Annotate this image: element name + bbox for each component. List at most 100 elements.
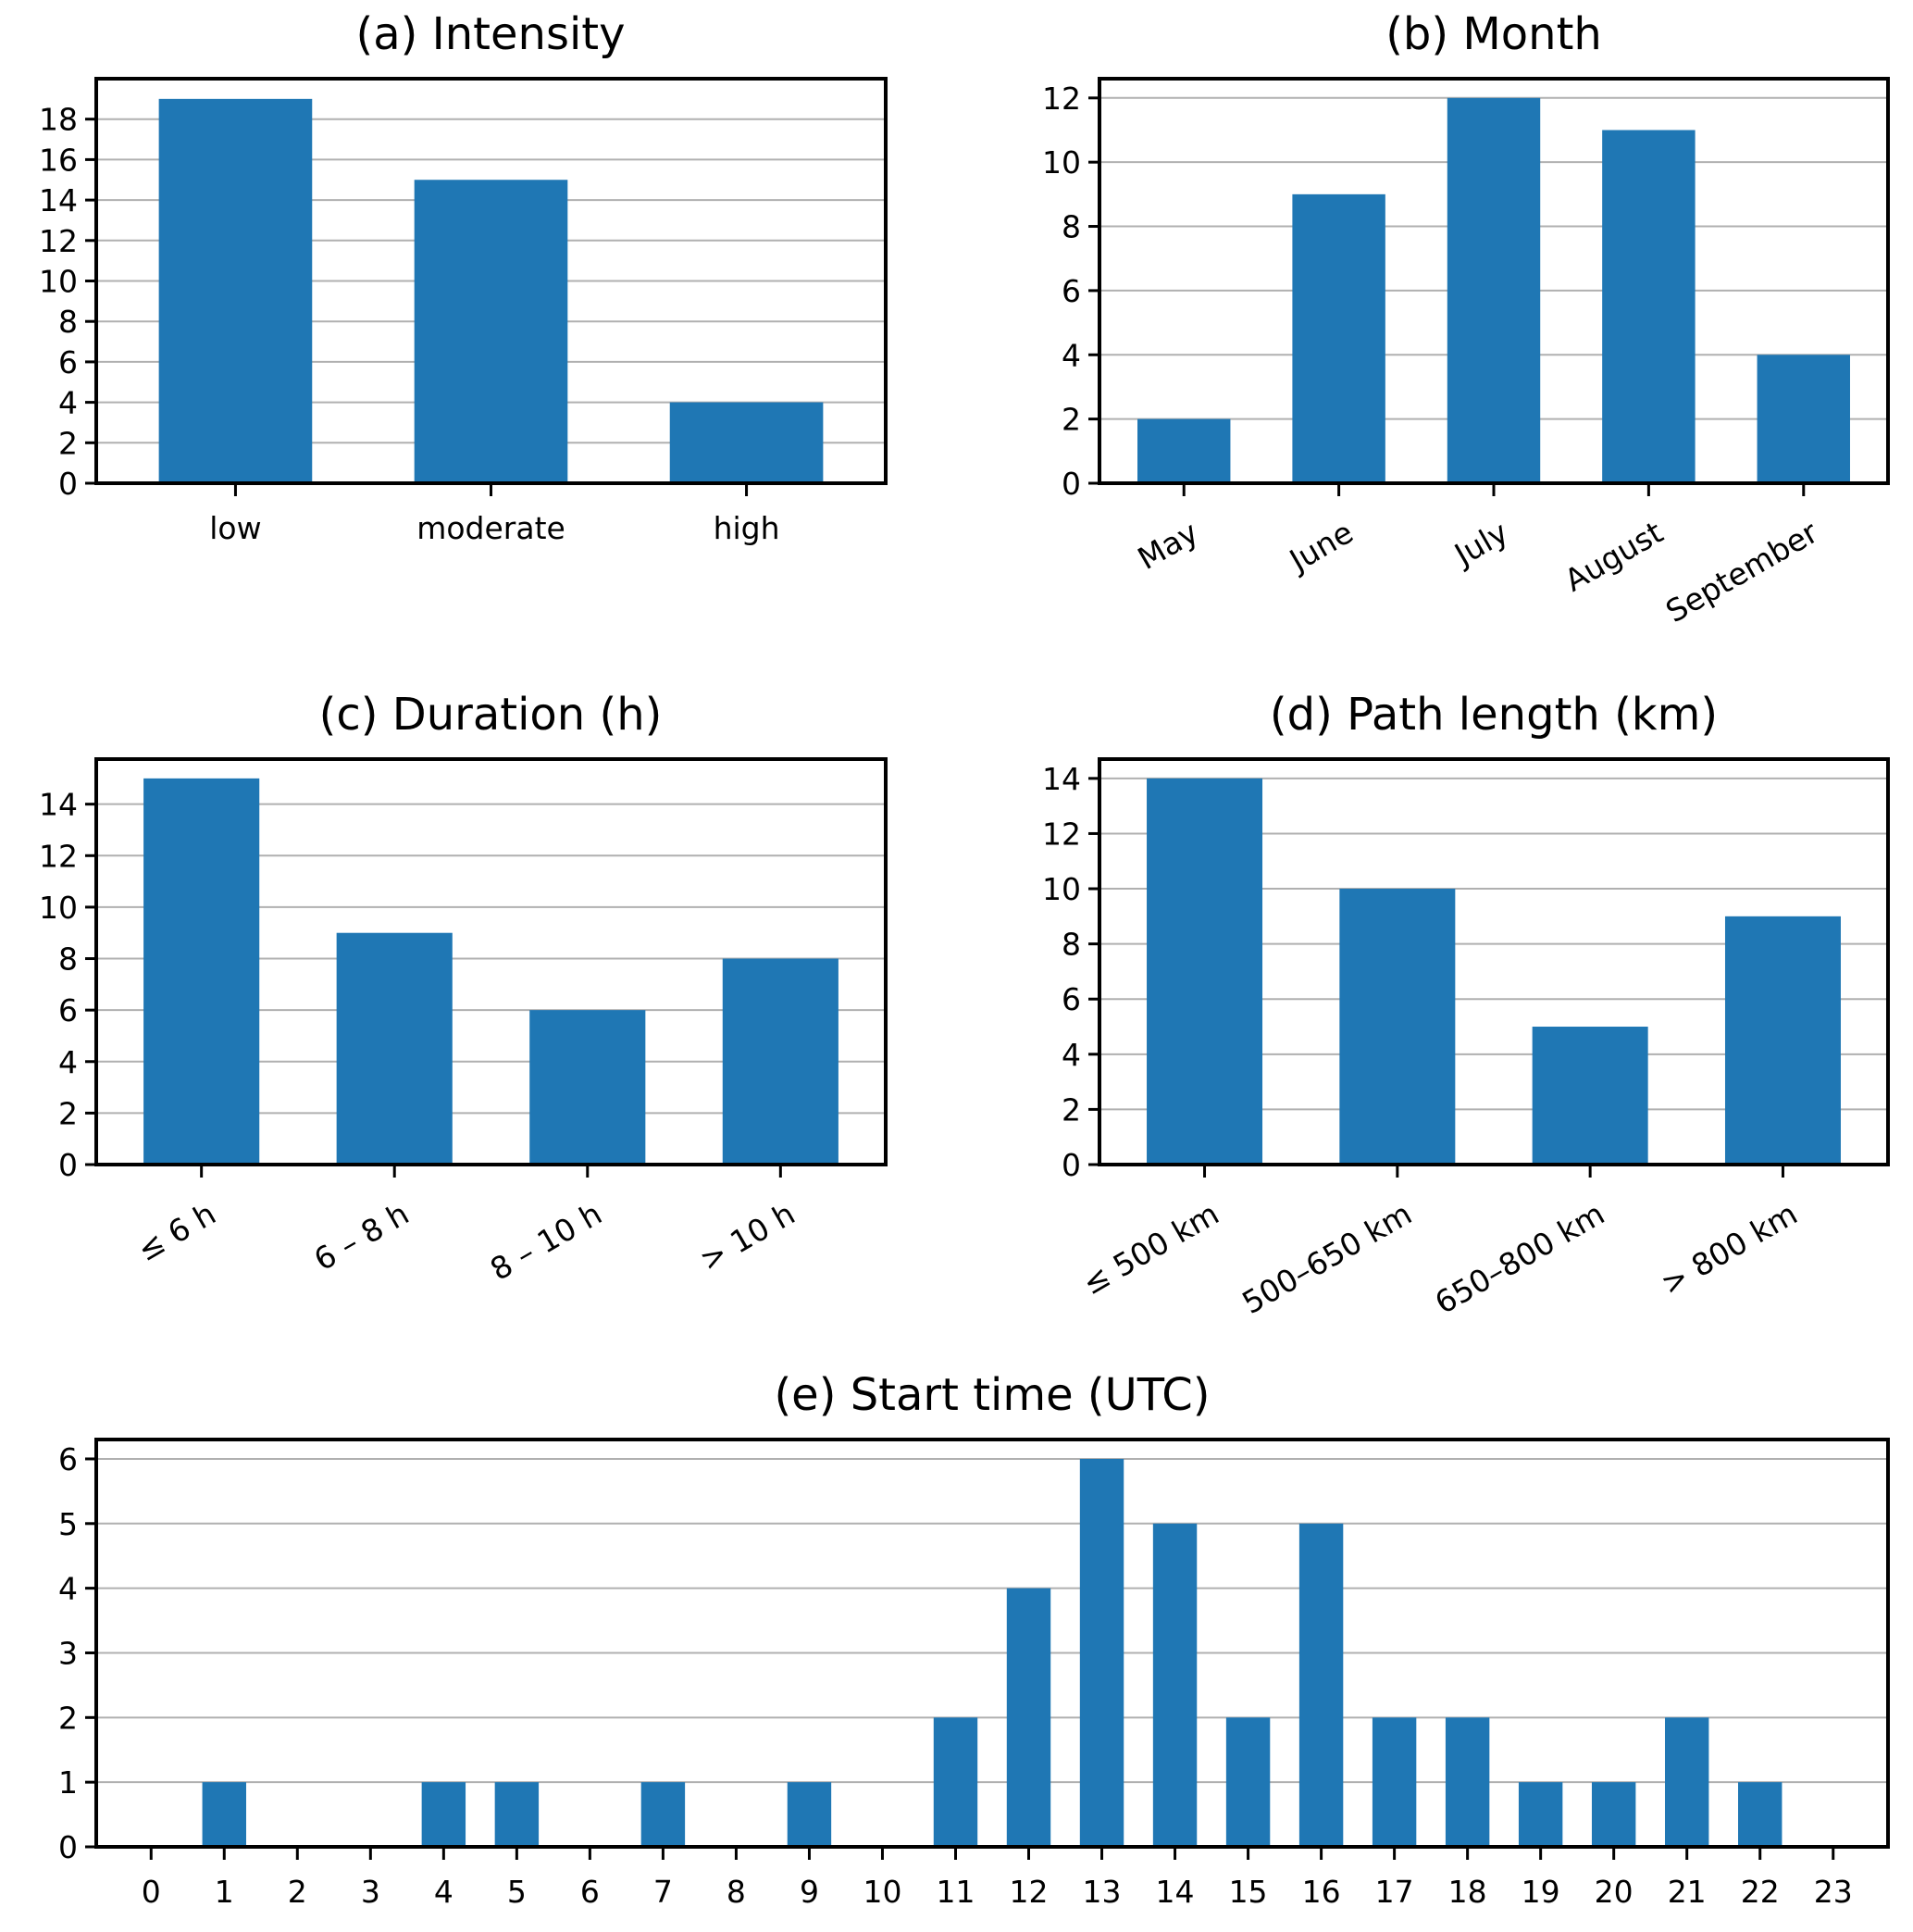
x-tick-label: 7 bbox=[653, 1874, 673, 1910]
y-tick-label: 6 bbox=[58, 344, 78, 380]
y-tick-label: 6 bbox=[58, 992, 78, 1028]
bar bbox=[1602, 130, 1696, 483]
y-tick-label: 0 bbox=[58, 466, 78, 502]
x-tick-label: 18 bbox=[1448, 1874, 1487, 1910]
x-tick-label: 13 bbox=[1083, 1874, 1122, 1910]
y-tick-label: 12 bbox=[39, 223, 78, 259]
x-tick-label: 9 bbox=[800, 1874, 819, 1910]
x-tick-label: 1 bbox=[215, 1874, 234, 1910]
x-tick-label: 6 – 8 h bbox=[308, 1195, 416, 1278]
y-tick-label: 16 bbox=[39, 142, 78, 178]
bar bbox=[1137, 418, 1231, 483]
y-tick-label: 8 bbox=[58, 941, 78, 978]
y-tick-label: 4 bbox=[1062, 1037, 1081, 1073]
bar bbox=[414, 180, 568, 483]
y-tick-label: 2 bbox=[1062, 1091, 1081, 1128]
bar bbox=[143, 778, 260, 1165]
axes-frame bbox=[94, 757, 888, 1166]
x-tick-label: 23 bbox=[1814, 1874, 1853, 1910]
x-tick-label: 11 bbox=[936, 1874, 975, 1910]
bar bbox=[1147, 778, 1263, 1165]
x-tick-label: 14 bbox=[1156, 1874, 1195, 1910]
x-tick-label: > 10 h bbox=[693, 1195, 801, 1278]
panel-month: (b) Month 0 2 4 6 8 10 12 May June July AugustSept… bbox=[1042, 8, 1890, 629]
x-tick-label: July bbox=[1447, 514, 1514, 573]
bar bbox=[421, 1782, 466, 1847]
x-tick-label: low bbox=[209, 510, 261, 546]
x-tick-label: 6 bbox=[580, 1874, 600, 1910]
bar bbox=[1225, 1717, 1271, 1847]
x-tick-label: 2 bbox=[288, 1874, 307, 1910]
x-tick-label: 21 bbox=[1668, 1874, 1707, 1910]
y-tick-label: 2 bbox=[1062, 402, 1081, 438]
bar bbox=[669, 402, 824, 483]
x-tick-label: ≤ 500 km bbox=[1076, 1195, 1225, 1302]
x-tick-label: August bbox=[1559, 514, 1670, 599]
x-tick-label: high bbox=[714, 510, 780, 546]
x-tick-label: 12 bbox=[1010, 1874, 1049, 1910]
x-tick-label: moderate bbox=[416, 510, 565, 546]
bar bbox=[1292, 193, 1385, 483]
y-tick-label: 4 bbox=[58, 385, 78, 421]
x-tick-label: 650–800 km bbox=[1429, 1195, 1610, 1321]
y-tick-label: 2 bbox=[58, 1700, 78, 1736]
y-tick-label: 10 bbox=[1042, 871, 1081, 907]
y-tick-label: 0 bbox=[58, 1147, 78, 1183]
y-tick-label: 4 bbox=[58, 1571, 78, 1607]
bar bbox=[1372, 1717, 1417, 1847]
bar bbox=[494, 1782, 540, 1847]
bar bbox=[722, 958, 838, 1165]
y-tick-label: 12 bbox=[1042, 81, 1081, 117]
y-tick-label: 3 bbox=[58, 1635, 78, 1671]
bar bbox=[1298, 1523, 1344, 1847]
bar bbox=[1591, 1782, 1636, 1847]
chart-title: (a) Intensity bbox=[355, 8, 625, 60]
x-tick-label: May bbox=[1132, 514, 1205, 577]
bar bbox=[1445, 1717, 1490, 1847]
bar bbox=[933, 1717, 978, 1847]
bar bbox=[1447, 97, 1541, 484]
y-tick-label: 18 bbox=[39, 102, 78, 138]
bar bbox=[787, 1782, 832, 1847]
bar bbox=[529, 1010, 646, 1165]
bar bbox=[336, 932, 453, 1165]
y-tick-label: 2 bbox=[58, 1095, 78, 1131]
x-tick-label: 8 bbox=[727, 1874, 746, 1910]
y-tick-label: 12 bbox=[39, 838, 78, 874]
panel-path-length: (d) Path length (km) 0 2 4 6 8 10 12 14 ≤ 500 km… bbox=[1042, 689, 1890, 1321]
axes-frame bbox=[94, 1438, 1890, 1849]
y-tick-label: 4 bbox=[1062, 337, 1081, 373]
y-tick-label: 0 bbox=[58, 1829, 78, 1865]
x-tick-label: September bbox=[1659, 514, 1824, 629]
y-tick-label: 10 bbox=[39, 890, 78, 926]
y-tick-label: 4 bbox=[58, 1044, 78, 1080]
bar bbox=[202, 1782, 246, 1847]
x-tick-label: 17 bbox=[1375, 1874, 1414, 1910]
bar bbox=[1757, 355, 1850, 483]
x-tick-label: 15 bbox=[1229, 1874, 1268, 1910]
bar bbox=[640, 1782, 686, 1847]
axes-frame bbox=[1098, 757, 1890, 1166]
panel-intensity: (a) Intensity 0 2 4 6 8 10 12 14 16 18 low moderate… bbox=[39, 8, 888, 546]
chart-title: (c) Duration (h) bbox=[319, 689, 663, 741]
y-tick-label: 6 bbox=[1062, 273, 1081, 309]
bar bbox=[1724, 916, 1841, 1165]
x-tick-label: 22 bbox=[1741, 1874, 1780, 1910]
bar bbox=[158, 98, 313, 483]
x-tick-label: 19 bbox=[1522, 1874, 1560, 1910]
y-tick-label: 5 bbox=[58, 1506, 78, 1542]
bar bbox=[1079, 1458, 1124, 1847]
chart-title: (e) Start time (UTC) bbox=[774, 1369, 1210, 1421]
y-tick-label: 0 bbox=[1062, 466, 1081, 502]
bar bbox=[1152, 1523, 1198, 1847]
bar bbox=[1664, 1717, 1709, 1847]
y-tick-label: 0 bbox=[1062, 1147, 1081, 1183]
y-tick-label: 12 bbox=[1042, 816, 1081, 852]
x-tick-label: 8 – 10 h bbox=[484, 1195, 608, 1288]
y-tick-label: 14 bbox=[39, 787, 78, 823]
x-tick-label: 4 bbox=[434, 1874, 453, 1910]
y-tick-label: 10 bbox=[1042, 144, 1081, 181]
panel-duration: (c) Duration (h) 0 2 4 6 8 10 12 14 ≤ 6 h 6 – 8 h… bbox=[39, 689, 888, 1288]
bar bbox=[1006, 1588, 1051, 1847]
